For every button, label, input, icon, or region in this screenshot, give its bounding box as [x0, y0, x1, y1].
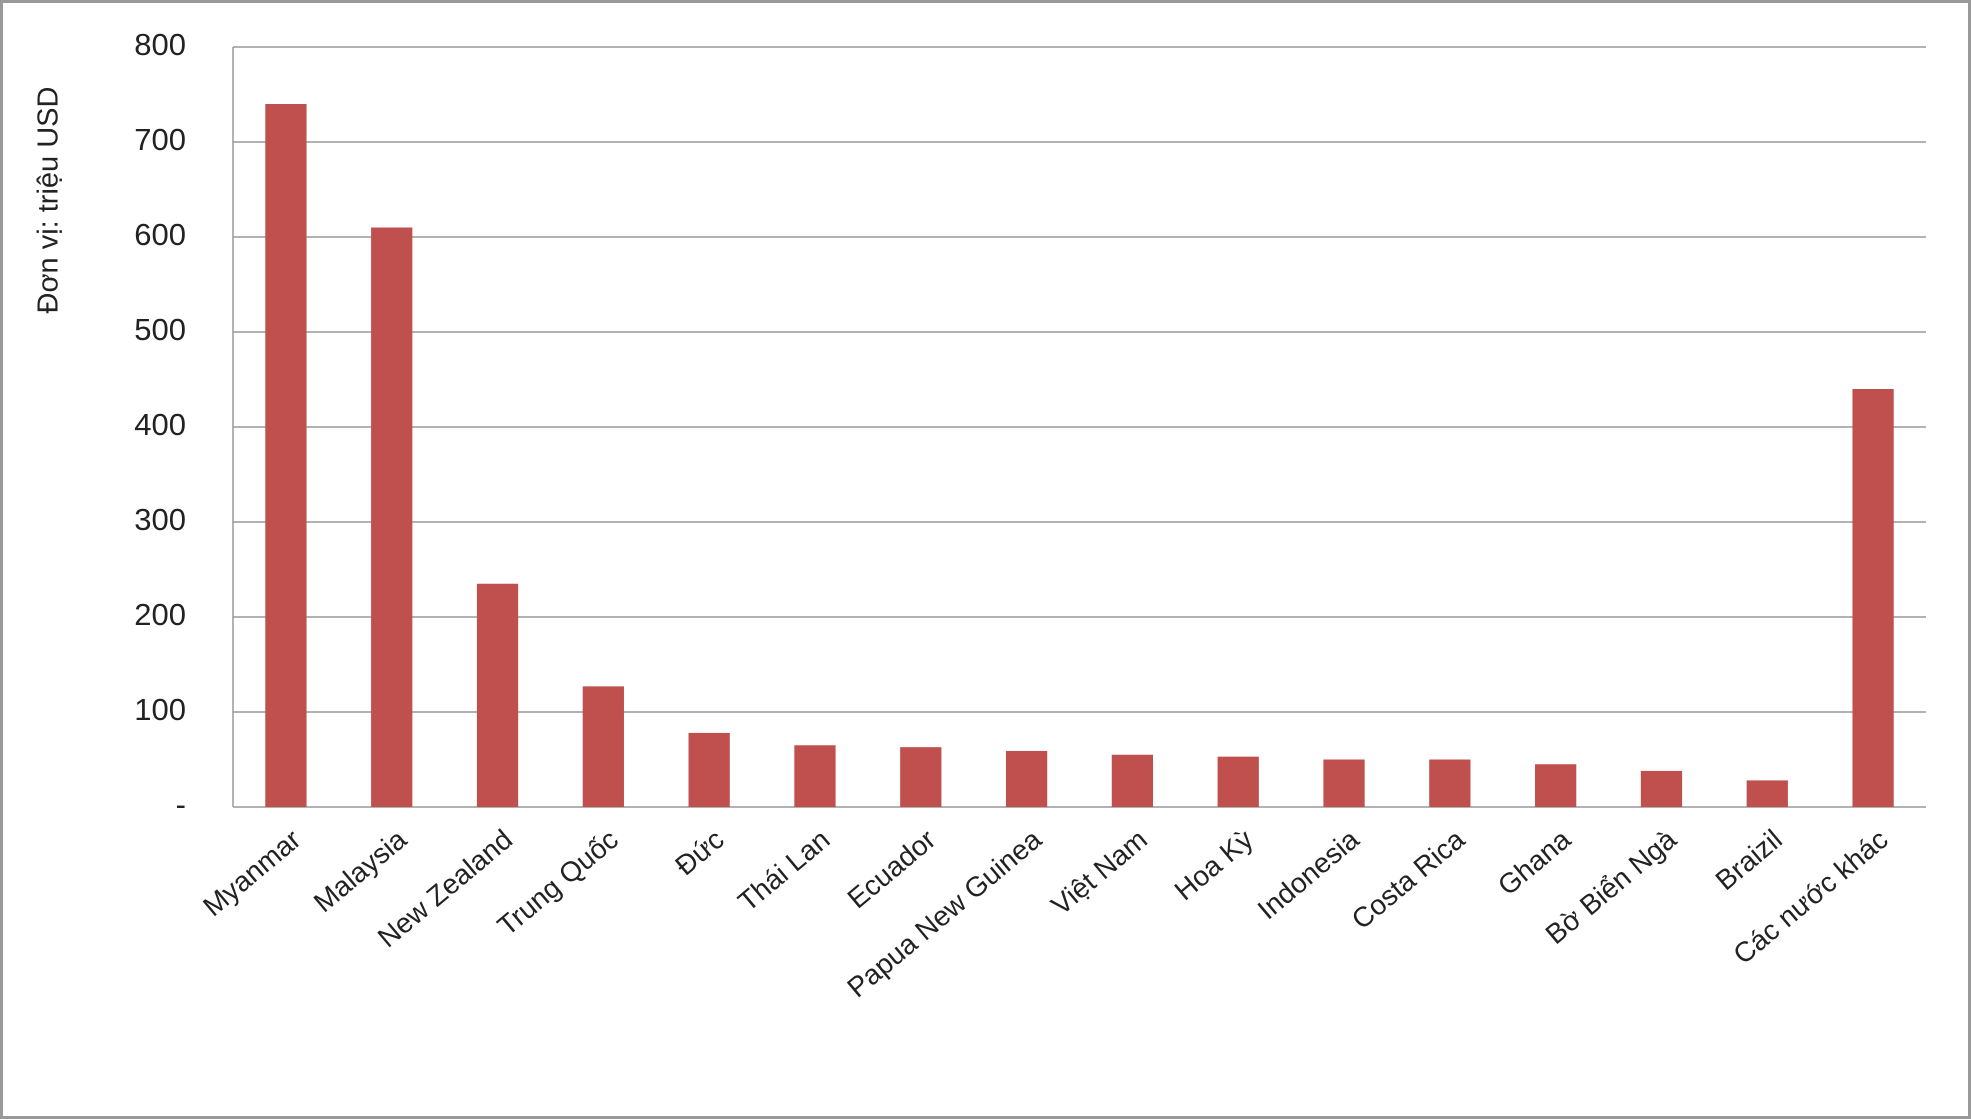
bar: [1746, 780, 1788, 807]
bar: [1005, 750, 1048, 807]
bar: [1640, 770, 1683, 807]
bar: [371, 227, 413, 807]
bar: [1535, 764, 1577, 807]
bar: [794, 745, 836, 807]
bar: [265, 104, 307, 807]
bar: [1217, 756, 1259, 807]
bar: [1429, 759, 1471, 807]
y-tick-label: 300: [134, 502, 186, 537]
y-tick-label: 600: [134, 217, 186, 252]
bar: [582, 686, 624, 807]
bar: [1111, 754, 1154, 807]
y-tick-label: 700: [134, 122, 186, 157]
y-tick-label: 200: [134, 597, 186, 632]
y-tick-label: -: [176, 787, 186, 822]
y-tick-label: 100: [134, 692, 186, 727]
y-tick-label: 800: [134, 27, 186, 62]
y-tick-label: 500: [134, 312, 186, 347]
bar: [1323, 759, 1365, 807]
y-tick-label: 400: [134, 407, 186, 442]
y-axis-label: Đơn vị: triệu USD: [33, 87, 65, 314]
bar: [1852, 389, 1894, 807]
bar: [476, 583, 519, 807]
bar: [900, 747, 942, 807]
bar: [688, 732, 730, 807]
